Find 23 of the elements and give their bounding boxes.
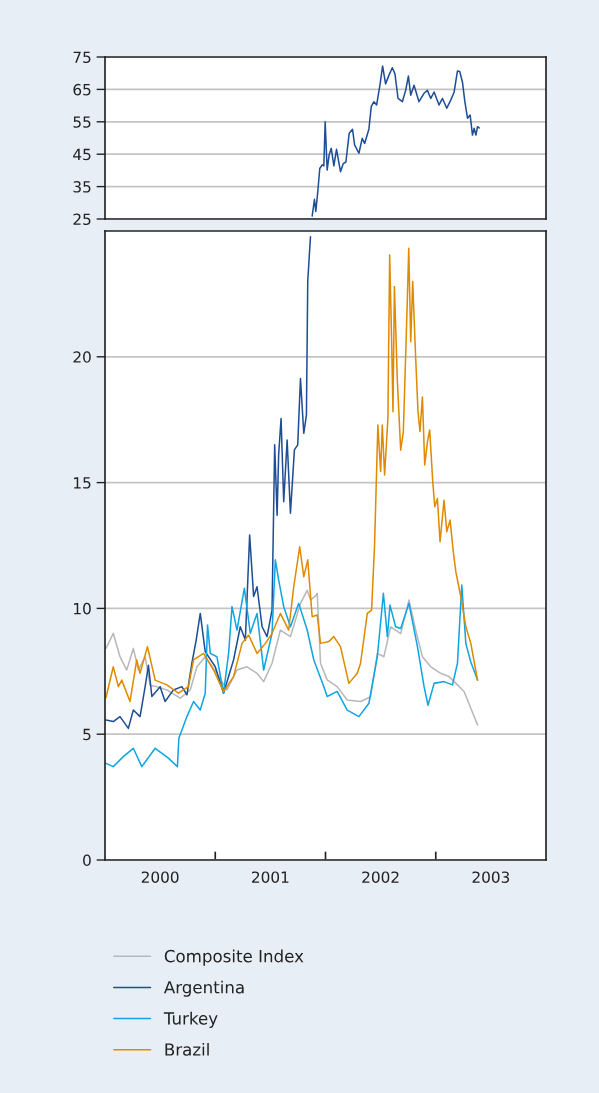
x-tick-label: 2001 [252, 871, 289, 883]
x-tick-label: 2003 [472, 871, 510, 883]
y-tick-label: 75 [73, 51, 91, 64]
y-tick-label: 20 [73, 351, 91, 363]
y-tick-label: 15 [74, 477, 91, 489]
legend-label: Composite Index [164, 949, 304, 966]
y-tick-label: 45 [73, 148, 91, 161]
legend-label: Brazil [165, 1042, 209, 1056]
legend-label: Argentina [163, 980, 244, 997]
y-tick-label: 35 [73, 181, 91, 193]
line-series [311, 65, 480, 217]
legend-label: Turkey [163, 1011, 218, 1028]
line-series [105, 247, 479, 703]
y-tick-label: 25 [73, 213, 91, 226]
x-tick-label: 2002 [362, 871, 399, 883]
y-tick-label: 65 [73, 83, 91, 96]
y-tick-label: 5 [83, 728, 91, 741]
y-tick-label: 55 [73, 116, 91, 128]
y-tick-label: 0 [83, 854, 91, 867]
x-tick-label: 2000 [141, 871, 179, 883]
line-series [105, 236, 312, 730]
y-tick-label: 10 [74, 602, 91, 615]
line-series [105, 559, 479, 768]
